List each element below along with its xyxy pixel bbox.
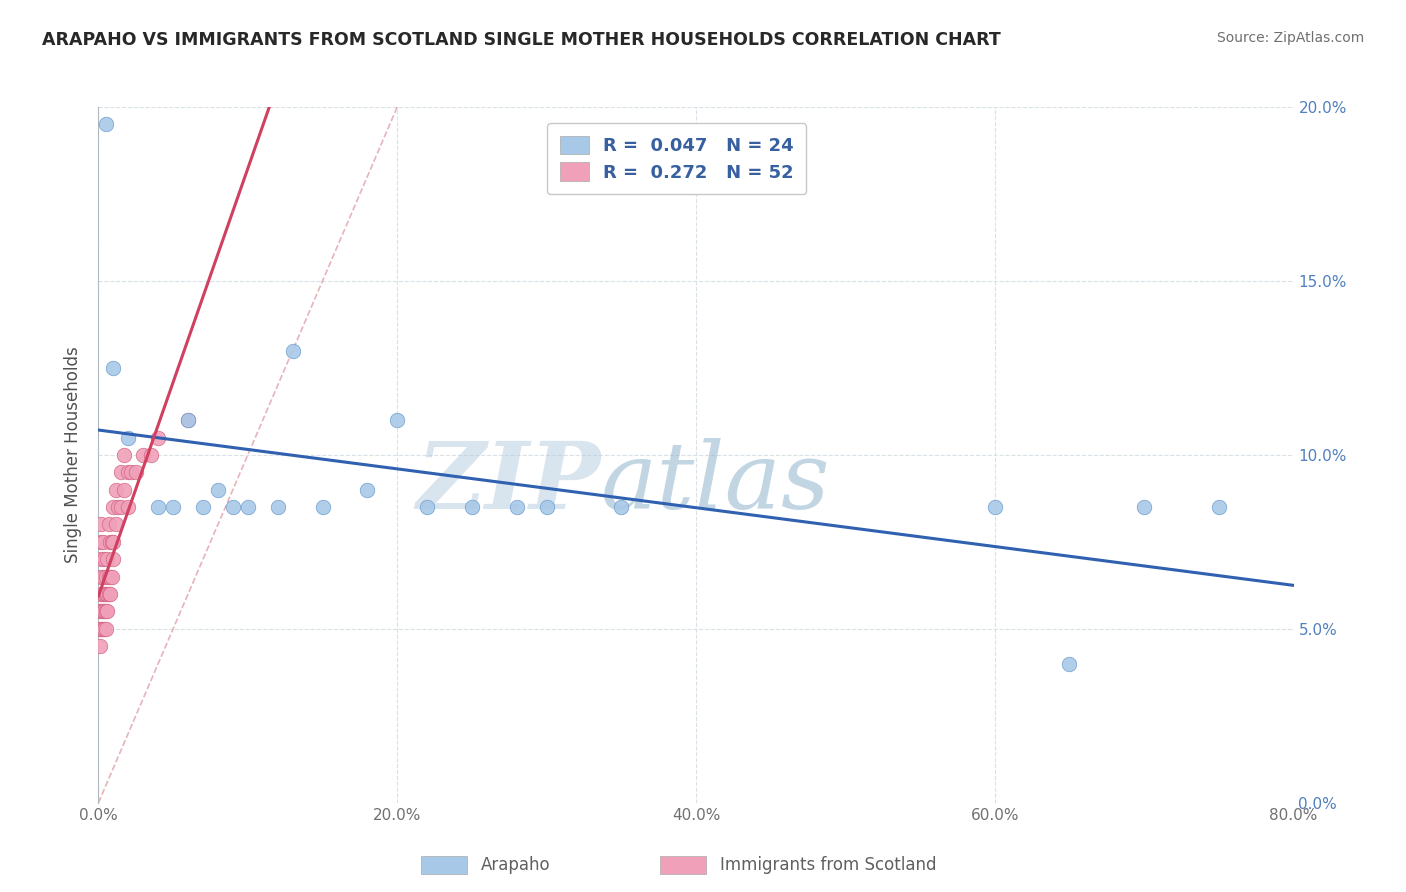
Point [177, 413, 200, 427]
Point [101, 534, 124, 549]
Point [139, 448, 162, 462]
Point [93, 587, 115, 601]
Point [125, 466, 148, 480]
Point [105, 517, 128, 532]
Point [94, 117, 117, 131]
Text: Source: ZipAtlas.com: Source: ZipAtlas.com [1216, 31, 1364, 45]
Point [120, 466, 142, 480]
Point [162, 500, 184, 514]
Point [90, 517, 112, 532]
Point [416, 500, 439, 514]
Point [103, 360, 125, 375]
Point [93, 622, 115, 636]
Text: Immigrants from Scotland: Immigrants from Scotland [720, 856, 936, 874]
Point [91, 605, 114, 619]
Point [93, 605, 115, 619]
Point [100, 570, 122, 584]
Point [110, 466, 132, 480]
Point [90, 570, 112, 584]
Legend: R =  0.047   N = 24, R =  0.272   N = 52: R = 0.047 N = 24, R = 0.272 N = 52 [547, 123, 807, 194]
Point [461, 500, 484, 514]
Point [90, 552, 112, 566]
Point [97, 570, 120, 584]
Point [103, 500, 125, 514]
Bar [661, 856, 706, 874]
Point [112, 448, 135, 462]
Point [984, 500, 1007, 514]
Point [1208, 500, 1230, 514]
Point [506, 500, 529, 514]
Point [94, 605, 117, 619]
Point [1133, 500, 1156, 514]
Point [89, 605, 111, 619]
Point [222, 500, 245, 514]
Point [132, 448, 155, 462]
Point [110, 500, 132, 514]
Point [100, 534, 122, 549]
Point [117, 466, 139, 480]
Text: ARAPAHO VS IMMIGRANTS FROM SCOTLAND SINGLE MOTHER HOUSEHOLDS CORRELATION CHART: ARAPAHO VS IMMIGRANTS FROM SCOTLAND SING… [42, 31, 1001, 49]
Point [177, 413, 200, 427]
Point [97, 587, 120, 601]
Point [96, 587, 118, 601]
Point [117, 500, 139, 514]
Point [101, 570, 124, 584]
Point [107, 500, 129, 514]
Y-axis label: Single Mother Households: Single Mother Households [65, 347, 83, 563]
Point [89, 639, 111, 653]
Point [117, 431, 139, 445]
Point [610, 500, 633, 514]
Point [236, 500, 259, 514]
Point [90, 605, 112, 619]
Point [91, 622, 114, 636]
Point [148, 500, 170, 514]
Point [103, 552, 125, 566]
Point [94, 587, 117, 601]
Bar [422, 856, 467, 874]
Point [105, 483, 128, 497]
Point [96, 552, 118, 566]
Point [91, 587, 114, 601]
Point [100, 587, 122, 601]
Point [385, 413, 409, 427]
Point [91, 570, 114, 584]
Point [97, 517, 120, 532]
Point [90, 534, 112, 549]
Point [148, 431, 170, 445]
Point [1059, 657, 1081, 671]
Point [112, 483, 135, 497]
Point [96, 605, 118, 619]
Point [207, 483, 229, 497]
Point [89, 622, 111, 636]
Point [90, 622, 112, 636]
Point [103, 534, 125, 549]
Point [536, 500, 558, 514]
Text: atlas: atlas [600, 438, 830, 528]
Point [90, 587, 112, 601]
Point [93, 552, 115, 566]
Point [191, 500, 214, 514]
Point [94, 622, 117, 636]
Point [94, 570, 117, 584]
Point [311, 500, 333, 514]
Text: Arapaho: Arapaho [481, 856, 551, 874]
Point [267, 500, 290, 514]
Point [281, 343, 304, 358]
Point [91, 534, 114, 549]
Point [356, 483, 378, 497]
Text: ZIP: ZIP [416, 438, 600, 528]
